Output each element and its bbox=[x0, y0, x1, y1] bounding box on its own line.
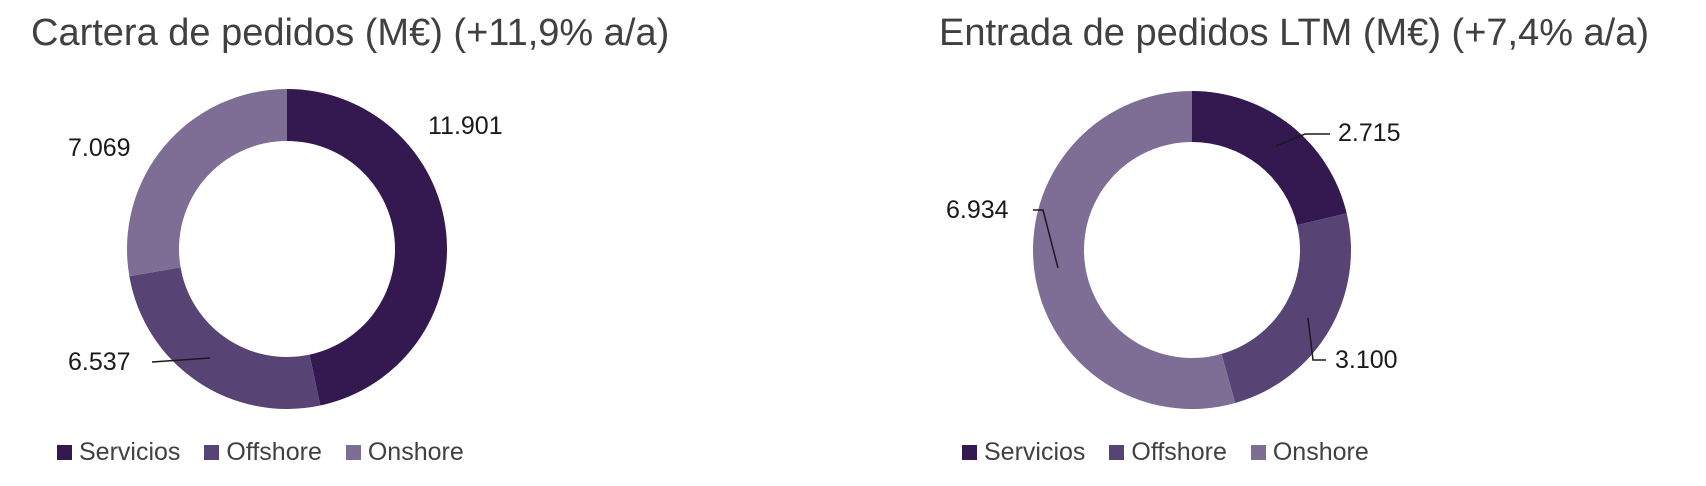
legend-swatch-servicios bbox=[962, 445, 977, 460]
legend-label: Offshore bbox=[1131, 438, 1227, 466]
legend-label: Offshore bbox=[226, 438, 322, 466]
donut-slice-onshore bbox=[126, 89, 287, 277]
donut-slice-servicios bbox=[287, 89, 448, 406]
legend-label: Onshore bbox=[367, 438, 464, 466]
leader-line bbox=[1275, 133, 1330, 147]
leader-line bbox=[1307, 317, 1326, 361]
legend: Servicios Offshore Onshore bbox=[57, 438, 488, 467]
legend-swatch-offshore bbox=[204, 445, 220, 460]
legend-item-onshore: Onshore bbox=[1250, 438, 1369, 467]
donut-slice-onshore bbox=[1033, 91, 1236, 409]
donut-slice-servicios bbox=[1192, 91, 1347, 226]
legend-label: Onshore bbox=[1272, 438, 1369, 466]
leader-line bbox=[1033, 209, 1059, 269]
donut-slice-offshore bbox=[1221, 213, 1351, 403]
legend-item-servicios: Servicios bbox=[962, 438, 1085, 467]
legend-swatch-offshore bbox=[1109, 445, 1125, 460]
donut-slices bbox=[126, 89, 448, 409]
legend-swatch-onshore bbox=[1250, 445, 1266, 460]
donut-slices bbox=[1033, 91, 1351, 409]
value-label-onshore: 6.934 bbox=[946, 196, 1009, 224]
legend-item-offshore: Offshore bbox=[204, 438, 322, 467]
value-label-offshore: 6.537 bbox=[68, 348, 131, 376]
legend-swatch-onshore bbox=[345, 445, 361, 460]
value-label-servicios: 2.715 bbox=[1338, 119, 1401, 147]
chart-title: Entrada de pedidos LTM (M€) (+7,4% a/a) bbox=[939, 12, 1650, 54]
legend-swatch-servicios bbox=[57, 445, 72, 460]
value-label-servicios: 11.901 bbox=[428, 112, 503, 140]
value-label-onshore: 7.069 bbox=[68, 134, 131, 162]
value-label-offshore: 3.100 bbox=[1335, 346, 1398, 374]
chart-title: Cartera de pedidos (M€) (+11,9% a/a) bbox=[31, 12, 670, 54]
leader-line bbox=[151, 357, 211, 363]
legend-label: Servicios bbox=[79, 438, 181, 466]
donut-slice-offshore bbox=[129, 267, 321, 409]
legend-item-offshore: Offshore bbox=[1109, 438, 1227, 467]
legend-label: Servicios bbox=[984, 438, 1086, 466]
legend: Servicios Offshore Onshore bbox=[962, 438, 1393, 467]
legend-item-servicios: Servicios bbox=[57, 438, 180, 467]
legend-item-onshore: Onshore bbox=[345, 438, 464, 467]
